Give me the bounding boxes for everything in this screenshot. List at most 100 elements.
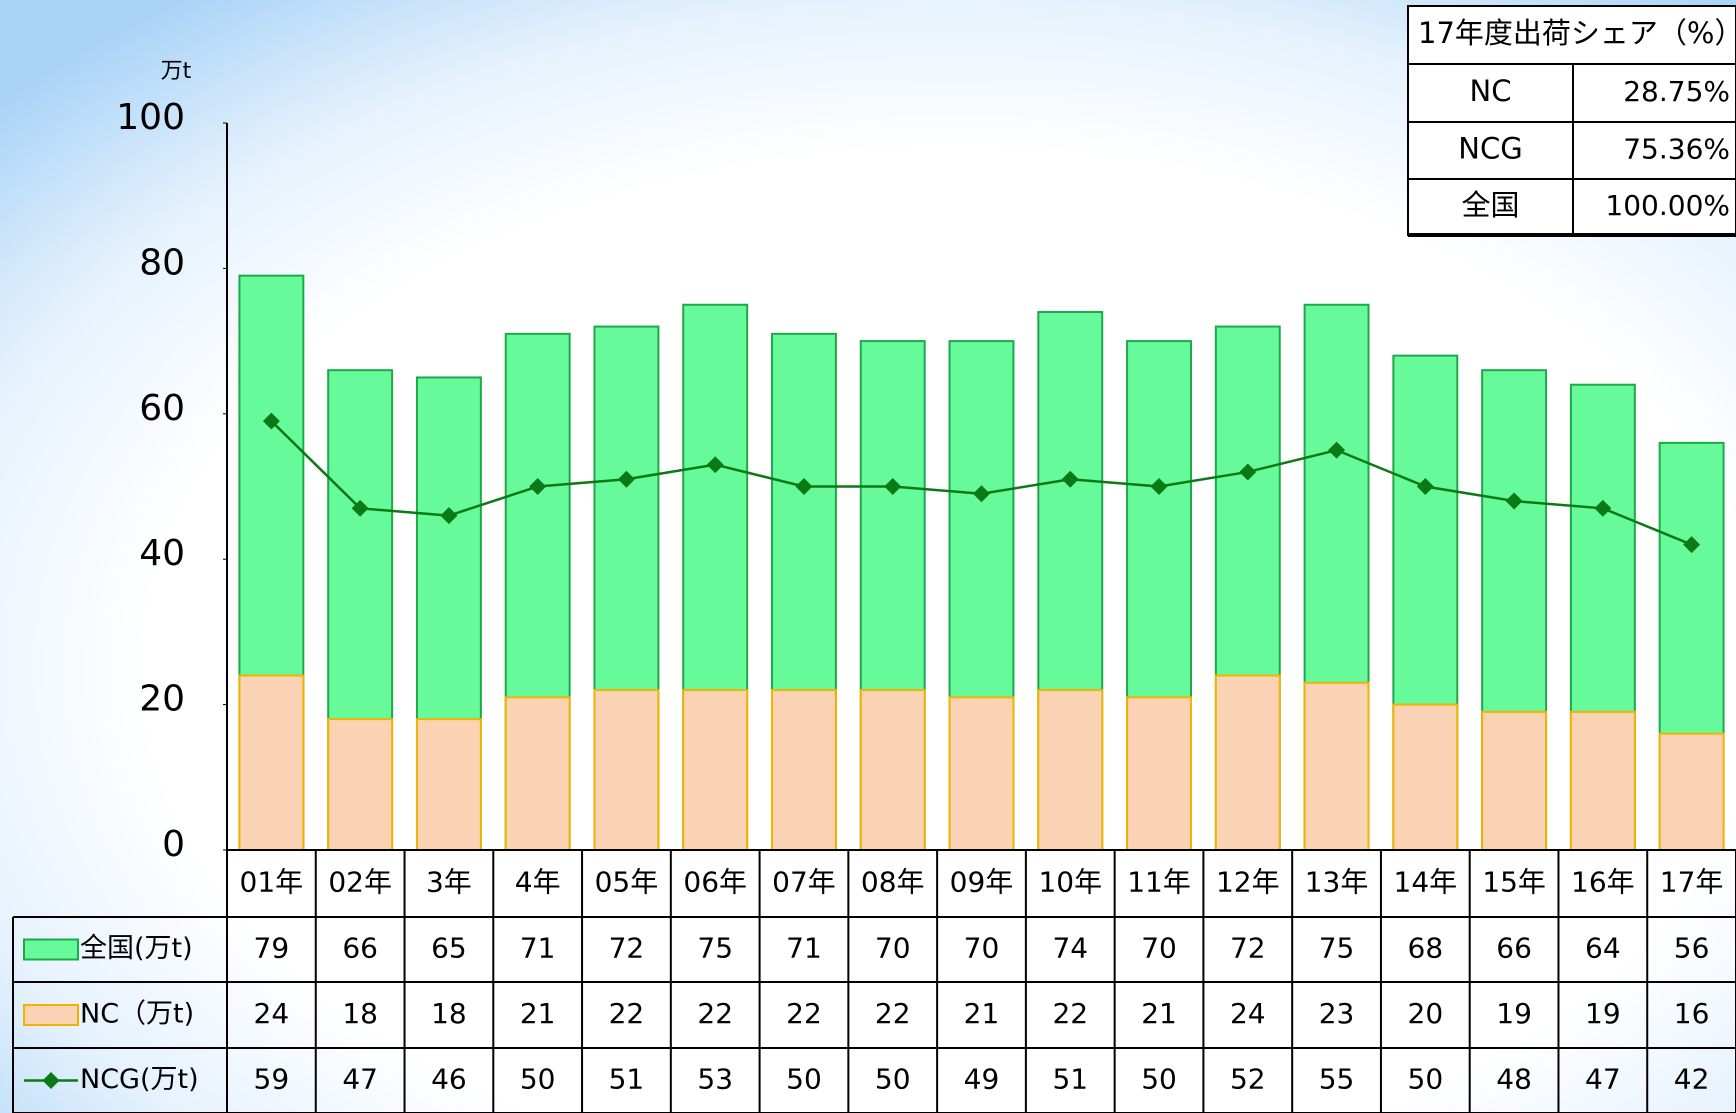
bar <box>859 689 926 851</box>
table-value: 19 <box>1496 997 1532 1030</box>
bar <box>327 718 394 852</box>
marker <box>617 470 635 488</box>
x-tick-label: 10年 <box>1038 866 1102 899</box>
table-value: 55 <box>1319 1063 1355 1096</box>
x-tick-label: 4年 <box>515 866 561 899</box>
table-value: 52 <box>1230 1063 1266 1096</box>
marker <box>1683 536 1701 554</box>
bar <box>1037 689 1104 851</box>
table-value: 21 <box>1141 997 1177 1030</box>
table-value: 51 <box>609 1063 645 1096</box>
table-value: 21 <box>520 997 556 1030</box>
table-value: 71 <box>786 932 822 965</box>
table-value: 74 <box>1052 932 1088 965</box>
table-value: 24 <box>1230 997 1266 1030</box>
x-tick-label: 01年 <box>240 866 304 899</box>
x-tick-label: 12年 <box>1216 866 1280 899</box>
share-value: 75.36% <box>1623 133 1730 166</box>
table-value: 75 <box>1319 932 1355 965</box>
share-label: NCG <box>1458 132 1522 166</box>
table-value: 22 <box>1052 997 1088 1030</box>
table-value: 42 <box>1674 1063 1710 1096</box>
table-value: 47 <box>342 1063 378 1096</box>
bar <box>415 718 482 852</box>
table-value: 48 <box>1496 1063 1532 1096</box>
table-value: 50 <box>875 1063 911 1096</box>
y-tick-label: 80 <box>139 242 185 283</box>
table-value: 21 <box>964 997 1000 1030</box>
table-value: 68 <box>1408 932 1444 965</box>
legend-label: NCG(万t) <box>80 1064 199 1095</box>
x-tick-label: 16年 <box>1571 866 1635 899</box>
x-tick-label: 06年 <box>683 866 747 899</box>
table-value: 47 <box>1585 1063 1621 1096</box>
y-tick-label: 0 <box>162 824 185 865</box>
table-value: 22 <box>609 997 645 1030</box>
bar <box>1126 696 1192 852</box>
bar <box>948 696 1015 852</box>
share-title: 17年度出荷シェア（%） <box>1418 16 1736 50</box>
marker <box>529 478 547 495</box>
x-tick-label: 14年 <box>1394 866 1458 899</box>
y-tick-label: 20 <box>139 679 185 720</box>
marker <box>262 412 280 430</box>
table-value: 53 <box>697 1063 733 1096</box>
table-value: 19 <box>1585 997 1621 1030</box>
table-value: 71 <box>520 932 556 965</box>
share-value: 28.75% <box>1623 75 1730 108</box>
legend-label: NC（万t) <box>80 999 194 1030</box>
table-value: 59 <box>254 1063 290 1096</box>
marker <box>706 456 724 474</box>
bar <box>593 689 660 851</box>
legend-label: 全国(万t) <box>80 933 193 964</box>
table-value: 18 <box>431 997 467 1030</box>
bar <box>1481 710 1548 851</box>
bar <box>1303 681 1370 851</box>
bar <box>771 689 837 851</box>
share-label: 全国 <box>1461 188 1519 222</box>
table-value: 50 <box>520 1063 556 1096</box>
x-tick-label: 07年 <box>772 866 836 899</box>
marker <box>795 478 813 495</box>
marker <box>884 478 902 495</box>
table-value: 49 <box>964 1063 1000 1096</box>
x-tick-label: 11年 <box>1127 866 1191 899</box>
x-tick-label: 02年 <box>328 866 392 899</box>
bar <box>238 674 305 852</box>
table-value: 23 <box>1319 997 1355 1030</box>
share-value: 100.00% <box>1605 189 1730 222</box>
x-tick-label: 09年 <box>950 866 1014 899</box>
x-tick-label: 17年 <box>1660 866 1724 899</box>
bar <box>1392 703 1459 851</box>
y-tick-label: 60 <box>139 388 185 429</box>
bar <box>1214 674 1281 852</box>
table-value: 22 <box>697 997 733 1030</box>
table-value: 18 <box>342 997 378 1030</box>
y-tick-label: 100 <box>116 97 185 138</box>
bar <box>1658 732 1725 851</box>
y-unit: 万t <box>161 59 192 84</box>
table-value: 70 <box>875 932 911 965</box>
table-value: 70 <box>964 932 1000 965</box>
bar <box>682 689 749 851</box>
table-value: 70 <box>1141 932 1177 965</box>
legend-swatch <box>23 938 79 961</box>
x-tick-label: 3年 <box>426 866 472 899</box>
table-value: 20 <box>1408 997 1444 1030</box>
table-value: 22 <box>786 997 822 1030</box>
table-value: 46 <box>431 1063 467 1096</box>
table-value: 51 <box>1052 1063 1088 1096</box>
marker <box>351 499 369 517</box>
table-value: 72 <box>1230 932 1266 965</box>
table-value: 66 <box>342 932 378 965</box>
table-value: 50 <box>1408 1063 1444 1096</box>
table-value: 64 <box>1585 932 1621 965</box>
bar <box>1569 710 1636 851</box>
table-value: 50 <box>786 1063 822 1096</box>
bar <box>504 696 571 852</box>
y-tick-label: 40 <box>139 533 185 574</box>
table-value: 65 <box>431 932 467 965</box>
table-value: 16 <box>1674 997 1710 1030</box>
x-tick-label: 08年 <box>861 866 925 899</box>
